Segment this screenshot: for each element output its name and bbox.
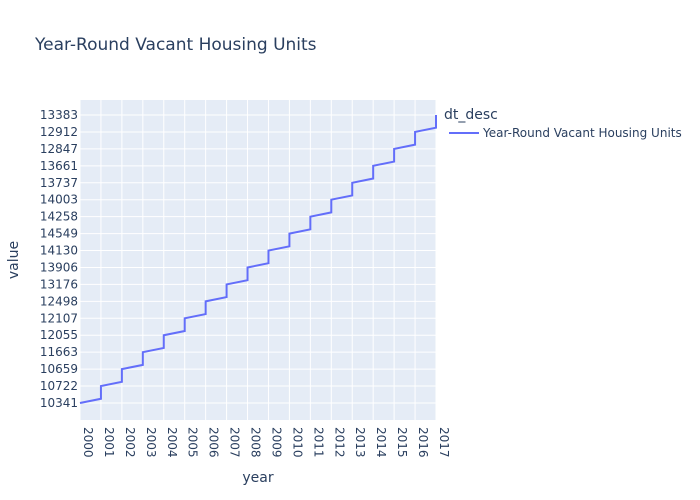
y-tick-label: 12498: [40, 294, 78, 308]
x-tick-label: 2006: [207, 427, 221, 458]
y-tick-label: 10722: [40, 379, 78, 393]
x-tick-label: 2005: [186, 427, 200, 458]
x-tick-label: 2014: [374, 427, 388, 458]
x-tick-label: 2001: [102, 427, 116, 458]
x-tick-label: 2000: [81, 427, 95, 458]
y-axis-title: value: [6, 241, 22, 279]
y-tick-label: 10341: [40, 396, 78, 410]
x-tick-label: 2004: [165, 427, 179, 458]
y-tick-label: 13661: [40, 159, 78, 173]
y-tick-label: 13383: [40, 108, 78, 122]
chart-title: Year-Round Vacant Housing Units: [34, 35, 317, 55]
series-layer: [79, 115, 437, 404]
x-tick-label: 2009: [269, 427, 283, 458]
x-axis-title: year: [242, 470, 273, 486]
y-tick-label: 12912: [40, 125, 78, 139]
legend-item-label: Year-Round Vacant Housing Units: [482, 126, 682, 140]
y-tick-labels: 10341 10722 10659 11663 12055 12107 12498 13176…: [40, 108, 78, 410]
x-tick-label: 2012: [332, 427, 346, 458]
y-tick-label: 14258: [40, 210, 78, 224]
y-tick-label: 12107: [40, 311, 78, 325]
x-tick-label: 2015: [395, 427, 409, 458]
plot-area: [80, 100, 436, 420]
y-tick-label: 14549: [40, 227, 78, 241]
legend: dt_desc Year-Round Vacant Housing Units: [444, 107, 682, 140]
y-tick-label: 12847: [40, 142, 78, 156]
x-tick-label: 2016: [416, 427, 430, 458]
x-tick-label: 2010: [290, 427, 304, 458]
y-tick-label: 12055: [40, 328, 78, 342]
x-tick-label: 2003: [144, 427, 158, 458]
x-tick-label: 2007: [228, 427, 242, 458]
x-tick-label: 2011: [311, 427, 325, 458]
y-tick-label: 14003: [40, 193, 78, 207]
x-tick-label: 2013: [353, 427, 367, 458]
y-tick-label: 13737: [40, 176, 78, 190]
x-tick-labels: 2000 2001 2002 2003 2004 2005 2006 2007 2008 2009…: [81, 427, 451, 458]
y-tick-label: 14130: [40, 244, 78, 258]
grid-lines: [79, 100, 437, 420]
x-tick-label: 2002: [123, 427, 137, 458]
y-tick-label: 13176: [40, 277, 78, 291]
x-tick-label: 2008: [249, 427, 263, 458]
y-tick-label: 13906: [40, 260, 78, 274]
x-tick-label: 2017: [437, 427, 451, 458]
y-tick-label: 11663: [40, 345, 78, 359]
legend-title: dt_desc: [444, 107, 498, 123]
y-tick-label: 10659: [40, 362, 78, 376]
series-line: [79, 115, 437, 404]
